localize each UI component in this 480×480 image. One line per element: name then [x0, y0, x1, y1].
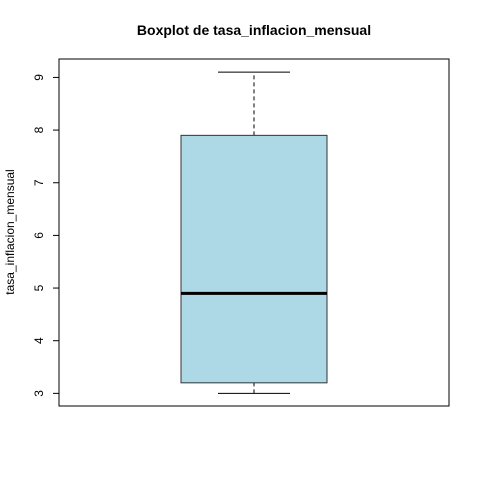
- y-tick-label: 3: [32, 390, 46, 397]
- y-axis: 3 4 5 6 7 8 9: [32, 74, 60, 397]
- y-tick-label: 9: [32, 74, 46, 81]
- y-tick-label: 5: [32, 284, 46, 291]
- y-tick-label: 4: [32, 337, 46, 344]
- plot-marks: [180, 71, 328, 394]
- chart-title: Boxplot de tasa_inflacion_mensual: [137, 22, 371, 38]
- y-axis-label: tasa_inflacion_mensual: [3, 169, 17, 294]
- y-tick-label: 6: [32, 232, 46, 239]
- iqr-box: [180, 134, 328, 384]
- y-tick-label: 7: [32, 179, 46, 186]
- y-tick-label: 8: [32, 126, 46, 133]
